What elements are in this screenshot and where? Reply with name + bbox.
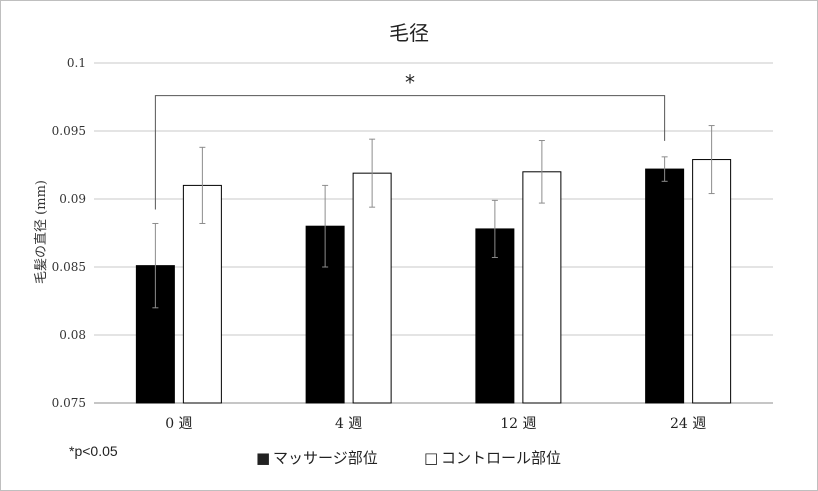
significance-line [154, 95, 666, 210]
y-tick-label: 0.1 [67, 56, 86, 70]
legend-marker-control: □ [424, 449, 438, 467]
category-label: 4 週 [335, 416, 362, 432]
y-tick-label: 0.08 [59, 328, 86, 342]
y-tick-label: 0.095 [52, 124, 86, 138]
category-label: 24 週 [670, 416, 706, 432]
significance-bracket: * [154, 71, 666, 210]
y-tick-label: 0.075 [52, 396, 86, 410]
bars [135, 159, 732, 404]
legend-label-control: コントロール部位 [441, 449, 561, 467]
category-label: 12 週 [500, 416, 536, 432]
legend-label-massage: マッサージ部位 [273, 449, 378, 467]
significance-note: *p<0.05 [69, 443, 118, 459]
legend: ■ マッサージ部位 □ コントロール部位 [256, 449, 561, 467]
y-axis-label: 毛髪の直径 (mm) [34, 180, 49, 284]
y-tick-label: 0.085 [52, 260, 86, 274]
y-tick-label: 0.09 [59, 192, 86, 206]
category-labels: 0 週 4 週 12 週 24 週 [165, 416, 706, 432]
bar-control [522, 171, 562, 404]
significance-star: * [405, 71, 415, 95]
bar-control [692, 159, 732, 404]
bar-massage [645, 168, 685, 404]
category-label: 0 週 [165, 416, 192, 432]
y-tick-labels: 0.075 0.08 0.085 0.09 0.095 0.1 [52, 56, 86, 410]
chart-title: 毛径 [389, 21, 429, 45]
error-bars [152, 125, 715, 309]
legend-marker-massage: ■ [256, 449, 270, 467]
